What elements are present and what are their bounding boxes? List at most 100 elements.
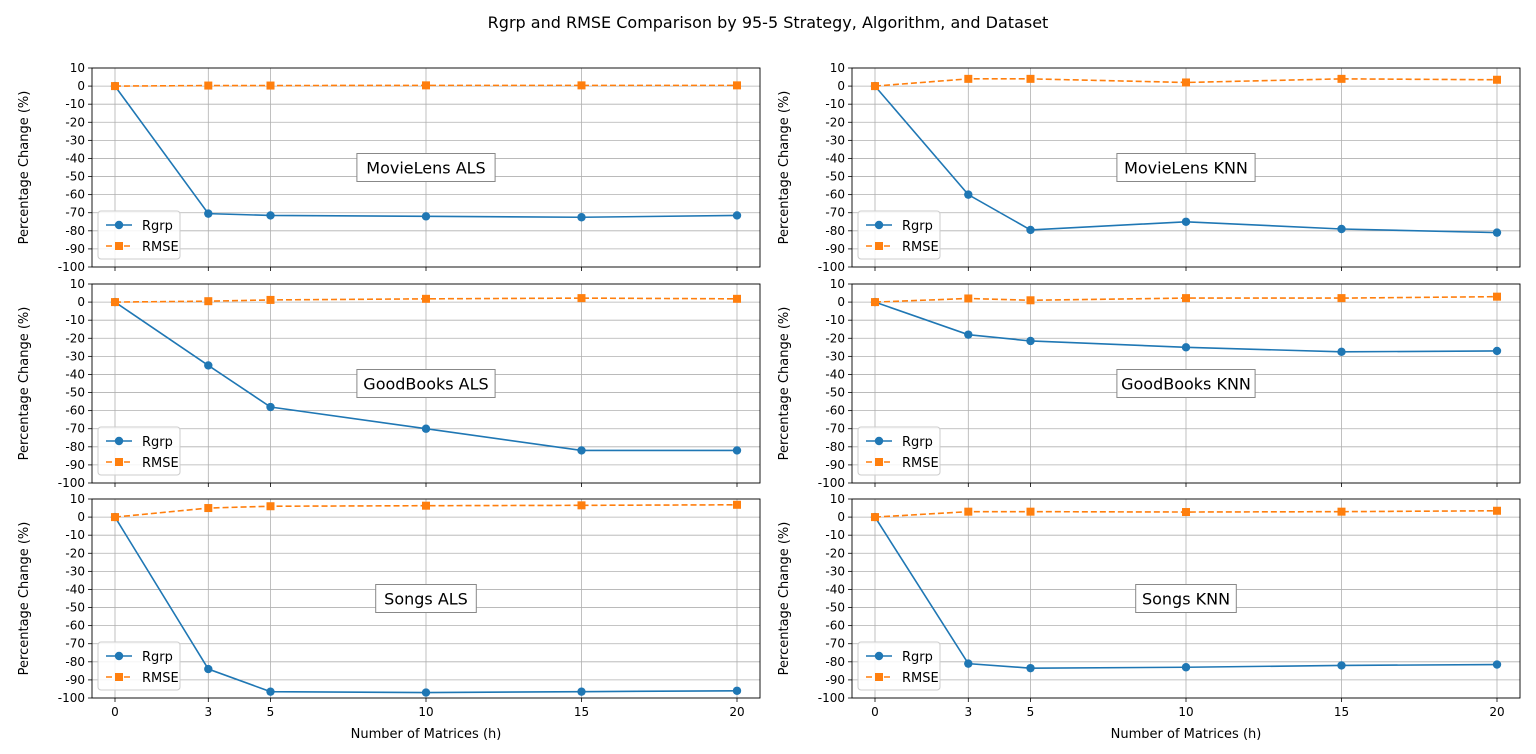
y-tick-label: -90 [825,242,845,256]
data-point-rgrp [1026,663,1035,673]
y-tick-label: -20 [65,546,85,560]
y-tick-label: -50 [825,170,845,184]
data-point-rmse [577,501,586,510]
panel-label: MovieLens ALS [366,159,485,178]
x-tick-label: 10 [418,705,433,719]
x-tick-label: 5 [1027,705,1035,719]
x-axis-label: Number of Matrices (h) [1111,727,1262,742]
y-tick-label: -40 [65,151,85,165]
chart-panel: 10 0 -10 -20 -30 -40 -50 -60 -70 -80 -90 -100 MovieL… [777,61,1521,274]
panel-label-box [1135,584,1237,613]
y-tick-label: -40 [825,367,845,381]
series-line-rmse [114,84,737,87]
y-tick-label: -40 [65,582,85,596]
data-point-rgrp [732,211,742,220]
data-point-rgrp [577,213,586,222]
y-tick-label: 10 [830,277,845,291]
legend-marker-rmse [115,673,123,681]
legend-marker-rgrp [114,436,124,446]
legend-marker-rmse [875,242,883,250]
y-tick-label: -10 [825,313,845,327]
y-tick-label: -40 [825,582,845,596]
y-tick-label: -40 [65,367,85,381]
data-point-rmse [1026,507,1035,516]
series-line-rgrp [874,85,1498,234]
y-tick-label: -40 [825,151,845,165]
y-tick-label: -60 [825,404,845,418]
y-tick-label: -10 [825,528,845,542]
y-tick-label: 0 [77,79,85,93]
x-tick-label: 15 [574,705,589,719]
y-tick-label: -80 [825,224,845,238]
data-point-rmse [871,298,879,307]
legend-label: Rgrp [902,650,933,665]
x-axis-label: Number of Matrices (h) [351,727,502,742]
y-tick-label: -20 [825,331,845,345]
data-point-rmse [733,81,741,90]
legend-marker-rmse [875,673,883,681]
data-point-rmse [1182,294,1190,303]
legend-label: RMSE [902,671,939,686]
legend-marker-rmse [115,458,123,466]
legend-label: RMSE [142,671,179,686]
y-tick-label: -70 [65,206,85,220]
chart-panel: 10 0 -10 -20 -30 -40 -50 -60 -70 -80 -90 -100 MovieL… [17,61,761,274]
y-tick-label: -70 [825,422,845,436]
data-point-rmse [1337,507,1346,516]
data-point-rgrp [964,659,973,668]
series-line-rmse [874,509,1498,518]
y-tick-label: -80 [65,655,85,669]
y-tick-label: -100 [58,476,85,490]
x-tick-label: 20 [729,705,744,719]
panel-label-box [356,153,496,182]
data-point-rmse [111,82,119,91]
axes-frame [91,498,761,699]
legend-marker-rgrp [114,220,124,230]
data-point-rgrp [1492,660,1502,669]
panel-label-box [356,369,496,398]
y-tick-label: -60 [65,404,85,418]
chart-panel: 10 0 -10 -20 -30 -40 -50 -60 -70 -80 -90 -100 GoodBo… [777,277,1521,490]
panel-label: MovieLens KNN [1124,159,1248,178]
axes-frame [91,283,761,484]
legend-marker-rgrp [874,220,884,230]
data-point-rgrp [1026,336,1035,346]
data-point-rmse [733,294,741,303]
y-tick-label: -30 [825,349,845,363]
y-tick-label: -10 [65,528,85,542]
y-tick-label: -70 [65,422,85,436]
data-point-rmse [111,298,119,307]
panel-label: GoodBooks ALS [363,375,488,394]
y-tick-label: -100 [818,691,845,705]
y-tick-label: -100 [58,691,85,705]
y-tick-label: -50 [65,386,85,400]
data-point-rgrp [1026,225,1035,235]
legend-marker-rgrp [874,436,884,446]
x-tick-label: 3 [204,705,212,719]
x-tick-label: 10 [1178,705,1193,719]
series-line-rmse [114,297,738,303]
legend-label: RMSE [142,456,179,471]
data-point-rmse [1026,296,1035,305]
data-point-rgrp [1492,228,1502,237]
data-point-rgrp [732,446,742,455]
x-tick-label: 20 [1489,705,1504,719]
data-point-rgrp [1337,347,1346,357]
data-point-rmse [1182,78,1190,87]
y-tick-label: -60 [65,619,85,633]
data-point-rmse [266,502,275,511]
data-point-rgrp [1492,346,1502,356]
axes-frame [91,67,761,268]
data-point-rmse [1493,75,1501,84]
data-point-rmse [871,82,879,91]
legend-label: Rgrp [902,219,933,234]
x-tick-label: 0 [111,705,119,719]
y-tick-label: 10 [70,277,85,291]
chart-panel: 10 0 -10 -20 -30 -40 -50 -60 -70 -80 -90 -100 GoodBo… [17,277,761,490]
data-point-rmse [266,295,275,304]
y-tick-label: 0 [77,295,85,309]
data-point-rmse [577,81,586,90]
data-point-rgrp [964,330,973,339]
data-point-rmse [111,513,119,522]
y-tick-label: -30 [65,133,85,147]
